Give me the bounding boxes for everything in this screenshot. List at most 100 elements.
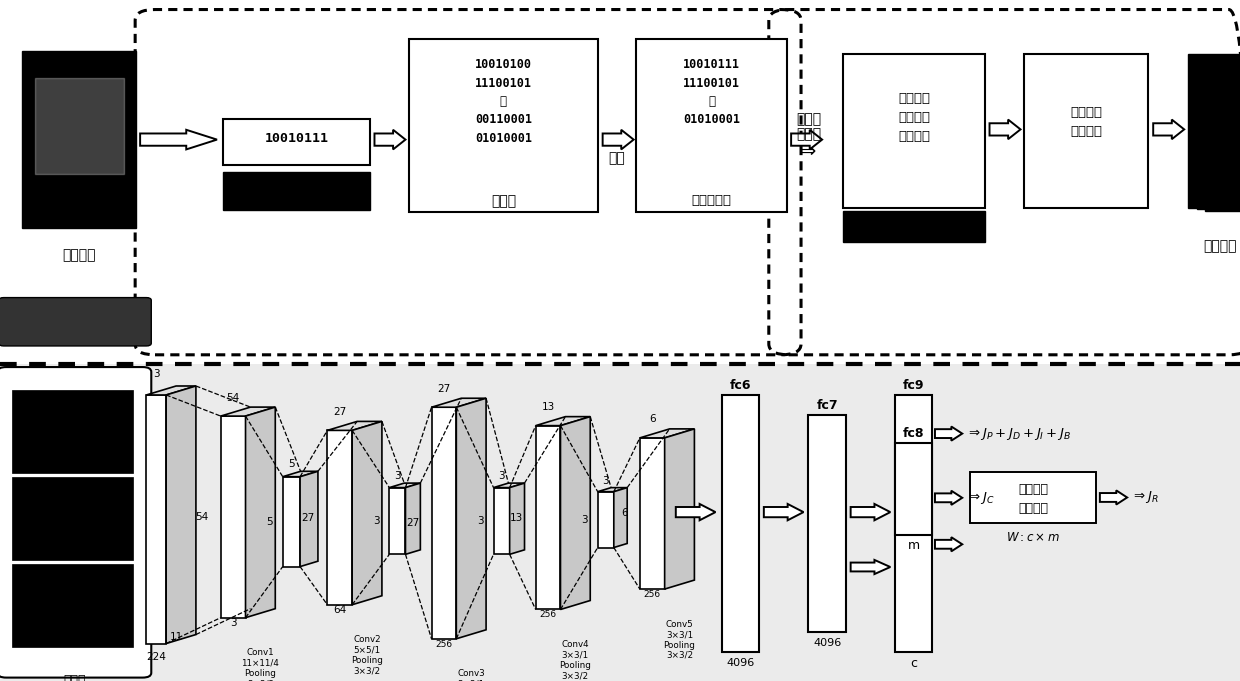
Polygon shape	[1153, 120, 1184, 139]
Text: c: c	[910, 656, 918, 670]
Polygon shape	[851, 560, 890, 574]
Text: Conv1
11×11/4
Pooling
3×3/2: Conv1 11×11/4 Pooling 3×3/2	[242, 648, 279, 681]
Polygon shape	[640, 429, 694, 438]
Text: fc7: fc7	[816, 399, 838, 413]
Polygon shape	[990, 120, 1021, 139]
FancyBboxPatch shape	[1197, 56, 1240, 209]
Text: 10010111: 10010111	[683, 58, 740, 72]
Text: 6: 6	[649, 414, 656, 424]
FancyBboxPatch shape	[22, 51, 136, 228]
Text: fc6: fc6	[729, 379, 751, 392]
Polygon shape	[791, 130, 822, 149]
FancyBboxPatch shape	[494, 488, 510, 554]
Polygon shape	[389, 483, 420, 488]
FancyBboxPatch shape	[843, 54, 985, 208]
FancyBboxPatch shape	[12, 564, 133, 647]
FancyBboxPatch shape	[536, 426, 560, 609]
Text: 4096: 4096	[727, 659, 754, 668]
FancyBboxPatch shape	[0, 0, 1240, 361]
Text: Conv2
5×5/1
Pooling
3×3/2: Conv2 5×5/1 Pooling 3×3/2	[351, 635, 383, 676]
Text: 3: 3	[498, 471, 505, 481]
Text: 54: 54	[195, 512, 208, 522]
Text: 13: 13	[510, 513, 523, 522]
Polygon shape	[676, 504, 715, 520]
Text: fc9: fc9	[903, 379, 925, 392]
Text: 11: 11	[170, 632, 184, 642]
FancyBboxPatch shape	[0, 364, 1240, 681]
Polygon shape	[603, 130, 634, 149]
Text: 54: 54	[227, 392, 239, 402]
Text: 比特权重: 比特权重	[1018, 502, 1048, 516]
Polygon shape	[300, 471, 317, 567]
Text: 4096: 4096	[813, 638, 841, 648]
Text: 预测人: 预测人	[796, 112, 821, 126]
Text: ⇒: ⇒	[800, 142, 817, 161]
Text: fc8: fc8	[903, 426, 925, 440]
Text: Conv3
3×3/1
Pooling
3×3/2: Conv3 3×3/1 Pooling 3×3/2	[455, 669, 487, 681]
Polygon shape	[510, 483, 525, 554]
FancyBboxPatch shape	[221, 416, 246, 618]
FancyBboxPatch shape	[808, 415, 846, 632]
Polygon shape	[432, 398, 486, 407]
FancyBboxPatch shape	[283, 477, 300, 567]
Text: 数据库: 数据库	[491, 194, 516, 208]
Polygon shape	[536, 417, 590, 426]
Text: 256: 256	[539, 610, 557, 620]
Text: 11100101: 11100101	[683, 76, 740, 90]
Text: $\Rightarrow J_R$: $\Rightarrow J_R$	[1131, 490, 1158, 505]
Polygon shape	[405, 483, 420, 554]
Text: 27: 27	[438, 383, 450, 394]
Text: 计算加权: 计算加权	[1070, 106, 1102, 118]
Text: Conv4
3×3/1
Pooling
3×3/2: Conv4 3×3/1 Pooling 3×3/2	[559, 640, 591, 680]
Text: 256: 256	[435, 639, 453, 649]
FancyBboxPatch shape	[640, 438, 665, 589]
Text: 10010111: 10010111	[264, 131, 329, 145]
Polygon shape	[146, 386, 196, 395]
Polygon shape	[935, 426, 962, 441]
FancyBboxPatch shape	[0, 298, 151, 346]
Text: 64: 64	[334, 605, 346, 615]
Polygon shape	[598, 488, 627, 492]
Text: 3: 3	[394, 471, 401, 481]
FancyBboxPatch shape	[895, 395, 932, 652]
Text: $\Rightarrow J_P + J_D + J_I + J_B$: $\Rightarrow J_P + J_D + J_I + J_B$	[966, 426, 1071, 441]
FancyBboxPatch shape	[598, 492, 614, 548]
Polygon shape	[560, 417, 590, 609]
Text: 5: 5	[267, 517, 273, 526]
Text: 对哈希码: 对哈希码	[898, 92, 930, 105]
Text: 数据库子集: 数据库子集	[692, 194, 732, 208]
FancyBboxPatch shape	[843, 211, 985, 242]
FancyBboxPatch shape	[409, 39, 598, 212]
Text: 01010001: 01010001	[683, 113, 740, 127]
Text: 比特加权: 比特加权	[898, 130, 930, 143]
Text: 哈希码: 哈希码	[284, 172, 309, 186]
Polygon shape	[327, 422, 382, 430]
Polygon shape	[665, 429, 694, 589]
Text: 3: 3	[229, 618, 237, 628]
FancyBboxPatch shape	[223, 172, 370, 210]
FancyBboxPatch shape	[12, 390, 133, 473]
Text: 逐类别逐: 逐类别逐	[1018, 484, 1048, 496]
Text: 3: 3	[603, 476, 609, 486]
Text: 3: 3	[153, 368, 160, 379]
Polygon shape	[166, 386, 196, 644]
Text: 11100101: 11100101	[475, 76, 532, 90]
Text: 3: 3	[582, 515, 588, 524]
Polygon shape	[1100, 490, 1127, 505]
FancyBboxPatch shape	[389, 488, 405, 554]
Polygon shape	[221, 407, 275, 416]
Polygon shape	[352, 422, 382, 605]
Text: 13: 13	[542, 402, 554, 412]
Text: 脸标签: 脸标签	[796, 127, 821, 141]
Text: 27: 27	[301, 513, 315, 522]
Text: m: m	[908, 539, 920, 552]
Text: ⋮: ⋮	[500, 95, 507, 108]
Text: 27: 27	[334, 407, 346, 417]
Polygon shape	[851, 504, 890, 520]
Polygon shape	[456, 398, 486, 639]
Text: 27: 27	[405, 518, 419, 528]
Polygon shape	[283, 471, 317, 477]
Text: 3: 3	[477, 516, 484, 526]
Text: 筛选: 筛选	[608, 151, 625, 165]
Text: 6: 6	[621, 509, 627, 518]
